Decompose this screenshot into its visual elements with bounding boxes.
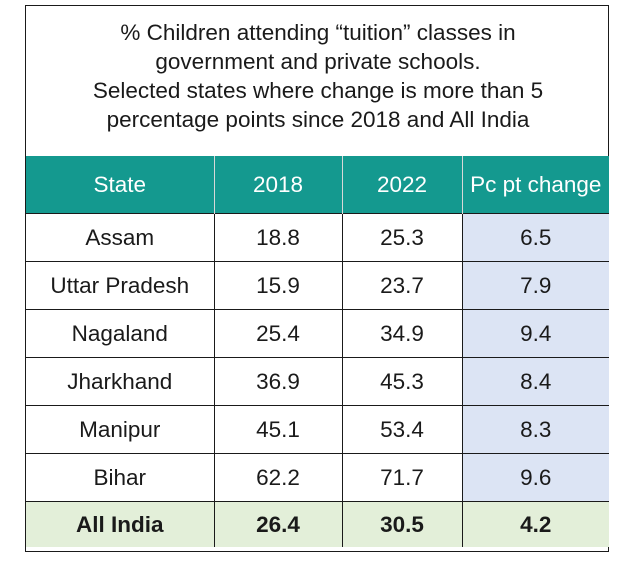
table-title: % Children attending “tuition” classes i…: [26, 18, 610, 134]
cell-state: Assam: [26, 213, 214, 262]
header-2018: 2018: [213, 156, 342, 214]
cell-state: Uttar Pradesh: [26, 261, 214, 310]
cell-change: 6.5: [461, 213, 609, 262]
header-state: State: [26, 156, 214, 214]
cell-2022: 25.3: [341, 213, 462, 262]
cell-2018: 25.4: [213, 309, 342, 358]
table-row: Bihar 62.2 71.7 9.6: [26, 453, 609, 502]
cell-state: Bihar: [26, 453, 214, 502]
cell-2022: 34.9: [341, 309, 462, 358]
header-row: State 2018 2022 Pc pt change: [26, 156, 609, 214]
cell-2018: 26.4: [213, 501, 342, 547]
cell-state: Jharkhand: [26, 357, 214, 406]
cell-2022: 23.7: [341, 261, 462, 310]
title-line: % Children attending “tuition” classes i…: [120, 20, 516, 45]
cell-change: 8.3: [461, 405, 609, 454]
cell-state: Nagaland: [26, 309, 214, 358]
cell-2022: 71.7: [341, 453, 462, 502]
header-change: Pc pt change: [461, 156, 609, 214]
cell-change: 9.6: [461, 453, 609, 502]
data-table: State 2018 2022 Pc pt change Assam 18.8 …: [26, 156, 609, 547]
title-line: government and private schools.: [155, 49, 481, 74]
title-line: percentage points since 2018 and All Ind…: [106, 107, 530, 132]
cell-2018: 62.2: [213, 453, 342, 502]
table-container: % Children attending “tuition” classes i…: [25, 5, 609, 552]
table-row: Jharkhand 36.9 45.3 8.4: [26, 357, 609, 406]
total-row: All India 26.4 30.5 4.2: [26, 501, 609, 547]
header-2022: 2022: [341, 156, 462, 214]
cell-2018: 15.9: [213, 261, 342, 310]
cell-2018: 18.8: [213, 213, 342, 262]
cell-2022: 53.4: [341, 405, 462, 454]
cell-change: 9.4: [461, 309, 609, 358]
cell-change: 4.2: [461, 501, 609, 547]
table-row: Assam 18.8 25.3 6.5: [26, 213, 609, 262]
cell-2018: 36.9: [213, 357, 342, 406]
cell-2022: 30.5: [341, 501, 462, 547]
cell-2022: 45.3: [341, 357, 462, 406]
title-line: Selected states where change is more tha…: [92, 78, 544, 103]
cell-state: All India: [26, 501, 214, 547]
table-row: Manipur 45.1 53.4 8.3: [26, 405, 609, 454]
cell-change: 7.9: [461, 261, 609, 310]
table-row: Uttar Pradesh 15.9 23.7 7.9: [26, 261, 609, 310]
cell-state: Manipur: [26, 405, 214, 454]
cell-change: 8.4: [461, 357, 609, 406]
cell-2018: 45.1: [213, 405, 342, 454]
table-row: Nagaland 25.4 34.9 9.4: [26, 309, 609, 358]
